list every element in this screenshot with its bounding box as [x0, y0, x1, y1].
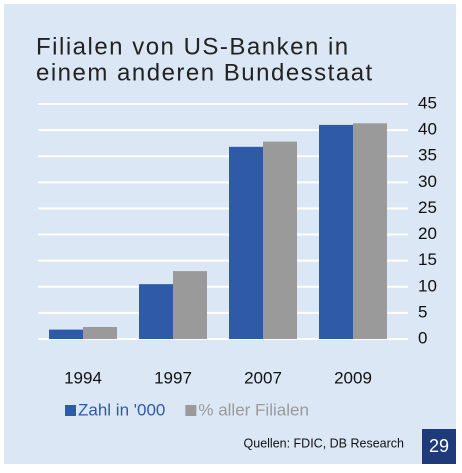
page-number: 29: [429, 436, 449, 456]
page-number-box: [422, 429, 456, 464]
y-tick-label: 5: [418, 302, 427, 321]
bar: [139, 284, 173, 339]
y-tick-label: 15: [418, 250, 437, 269]
legend-swatch: [185, 405, 197, 416]
bar: [263, 141, 297, 339]
y-tick-label: 25: [418, 198, 437, 217]
legend-label: % aller Filialen: [198, 400, 309, 419]
legend-swatch: [65, 405, 76, 416]
y-tick-label: 45: [418, 93, 437, 112]
bar: [353, 123, 387, 339]
x-tick-label: 2009: [334, 368, 372, 387]
y-tick-label: 0: [418, 328, 427, 347]
y-tick-label: 40: [418, 120, 437, 139]
legend-label: Zahl in '000: [78, 400, 165, 419]
y-tick-label: 20: [418, 224, 437, 243]
x-tick-label: 1997: [154, 368, 192, 387]
source-note: Quellen: FDIC, DB Research: [244, 436, 405, 450]
x-tick-label: 1994: [64, 368, 102, 387]
bar: [83, 326, 117, 339]
bar: [173, 271, 207, 339]
x-tick-label: 2007: [244, 368, 282, 387]
chart-title: Filialen von US-Banken in: [36, 33, 350, 60]
bar: [319, 124, 353, 339]
bar: [49, 329, 83, 339]
chart-title: einem anderen Bundesstaat: [36, 59, 374, 86]
y-tick-label: 10: [418, 276, 437, 295]
y-tick-label: 30: [418, 172, 437, 191]
y-tick-label: 35: [418, 146, 437, 165]
bar: [229, 146, 263, 339]
